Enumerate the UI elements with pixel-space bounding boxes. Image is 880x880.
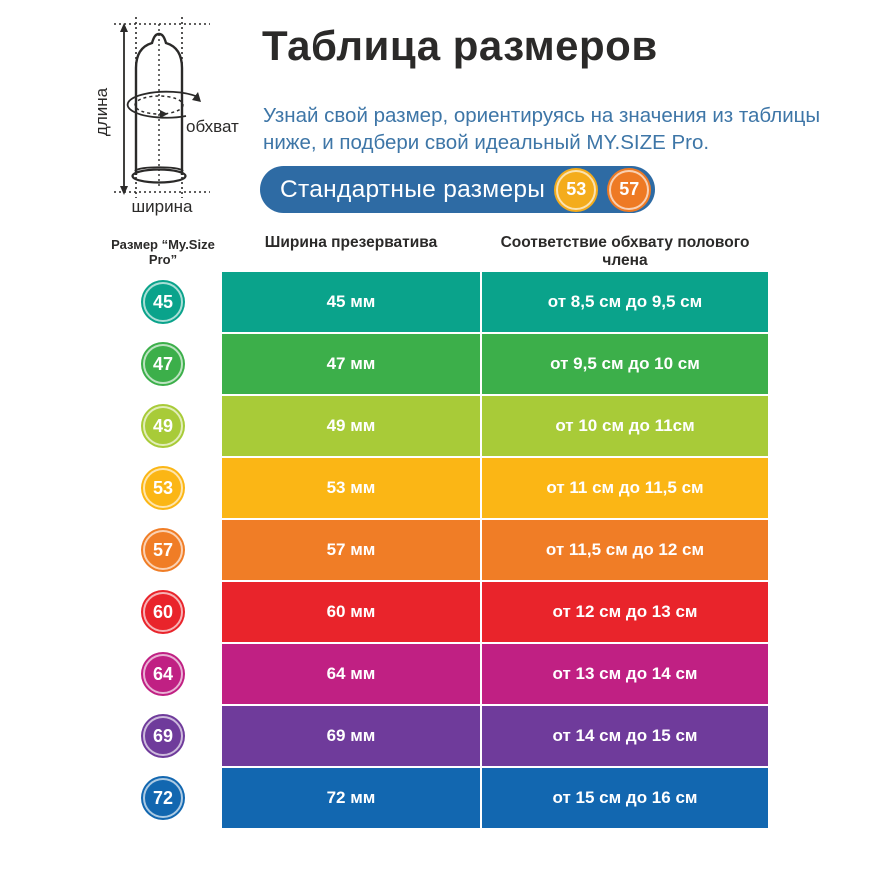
column-header-size: Размер “My.Size Pro”: [111, 237, 215, 267]
row-size-cell: 45: [104, 272, 222, 332]
standard-sizes-badge: Стандартные размеры 53 57: [260, 166, 656, 213]
size-badge: 49: [141, 404, 185, 448]
row-girth-cell: от 10 см до 11см: [482, 396, 768, 456]
row-width-value: 47 мм: [326, 354, 376, 373]
size-badge-label: 45: [152, 291, 174, 312]
condom-measurement-diagram: длина обхват ширина: [86, 10, 258, 222]
row-size-cell: 53: [104, 458, 222, 518]
size-badge-label: 60: [152, 601, 174, 622]
row-width-value: 72 мм: [326, 788, 376, 807]
row-width-value: 57 мм: [326, 540, 376, 559]
badge-size-circle: 57: [607, 167, 652, 212]
size-badge-label: 57: [152, 539, 174, 560]
row-size-cell: 69: [104, 706, 222, 766]
row-girth-cell: от 13 см до 14 см: [482, 644, 768, 704]
size-badge: 47: [141, 342, 185, 386]
row-girth-cell: от 11,5 см до 12 см: [482, 520, 768, 580]
row-girth-cell: от 11 см до 11,5 см: [482, 458, 768, 518]
badge-size-value: 53: [566, 179, 587, 199]
row-size-cell: 47: [104, 334, 222, 394]
row-girth-value: от 11 см до 11,5 см: [546, 478, 704, 497]
row-girth-cell: от 12 см до 13 см: [482, 582, 768, 642]
row-width-cell: 49 мм: [222, 396, 480, 456]
size-badge: 57: [141, 528, 185, 572]
diagram-length-label: длина: [92, 87, 111, 137]
row-width-value: 45 мм: [326, 292, 376, 311]
standard-sizes-label: Стандартные размеры: [280, 175, 546, 203]
diagram-girth-label: обхват: [186, 117, 239, 136]
row-width-cell: 53 мм: [222, 458, 480, 518]
size-badge: 60: [141, 590, 185, 634]
row-girth-value: от 8,5 см до 9,5 см: [547, 292, 703, 311]
condom-diagram-drawing: [114, 17, 210, 198]
row-width-value: 53 мм: [326, 478, 376, 497]
size-badge: 69: [141, 714, 185, 758]
row-girth-value: от 10 см до 11см: [555, 416, 695, 435]
size-badge-label: 47: [152, 353, 174, 374]
row-width-cell: 69 мм: [222, 706, 480, 766]
row-width-cell: 64 мм: [222, 644, 480, 704]
row-size-cell: 57: [104, 520, 222, 580]
row-size-cell: 64: [104, 644, 222, 704]
row-width-cell: 45 мм: [222, 272, 480, 332]
size-badge-label: 64: [152, 663, 174, 684]
page-subtitle: Узнай свой размер, ориентируясь на значе…: [263, 102, 820, 156]
subtitle-line-2: ниже, и подбери свой идеальный MY.SIZE P…: [263, 131, 710, 154]
size-badge: 53: [141, 466, 185, 510]
row-width-cell: 72 мм: [222, 768, 480, 828]
size-badge-label: 53: [152, 477, 174, 498]
size-badge-label: 72: [152, 787, 174, 808]
table-row: 60 60 мм от 12 см до 13 см: [104, 582, 768, 642]
row-width-value: 69 мм: [326, 726, 376, 745]
subtitle-line-1: Узнай свой размер, ориентируясь на значе…: [263, 104, 821, 127]
size-badge-label: 69: [152, 725, 174, 746]
diagram-width-label: ширина: [131, 197, 193, 216]
row-girth-value: от 9,5 см до 10 см: [550, 354, 700, 373]
table-row: 53 53 мм от 11 см до 11,5 см: [104, 458, 768, 518]
column-header-girth: Соответствие обхвату полового члена: [500, 234, 750, 269]
row-girth-value: от 13 см до 14 см: [552, 664, 698, 683]
row-width-value: 60 мм: [326, 602, 376, 621]
row-girth-value: от 15 см до 16 см: [552, 788, 698, 807]
table-row: 49 49 мм от 10 см до 11см: [104, 396, 768, 456]
table-row: 45 45 мм от 8,5 см до 9,5 см: [104, 272, 768, 332]
size-badge-label: 49: [152, 415, 174, 436]
row-girth-cell: от 9,5 см до 10 см: [482, 334, 768, 394]
column-header-width: Ширина презерватива: [264, 234, 438, 251]
table-row: 72 72 мм от 15 см до 16 см: [104, 768, 768, 828]
row-size-cell: 49: [104, 396, 222, 456]
table-row: 64 64 мм от 13 см до 14 см: [104, 644, 768, 704]
row-girth-cell: от 8,5 см до 9,5 см: [482, 272, 768, 332]
row-width-cell: 60 мм: [222, 582, 480, 642]
row-girth-cell: от 15 см до 16 см: [482, 768, 768, 828]
table-row: 47 47 мм от 9,5 см до 10 см: [104, 334, 768, 394]
row-size-cell: 72: [104, 768, 222, 828]
row-girth-cell: от 14 см до 15 см: [482, 706, 768, 766]
badge-size-circle: 53: [554, 167, 599, 212]
page-title: Таблица размеров: [262, 22, 658, 69]
row-girth-value: от 12 см до 13 см: [552, 602, 698, 621]
row-width-cell: 47 мм: [222, 334, 480, 394]
row-width-value: 64 мм: [326, 664, 376, 683]
row-size-cell: 60: [104, 582, 222, 642]
size-badge: 45: [141, 280, 185, 324]
badge-size-value: 57: [619, 179, 640, 199]
size-badge: 72: [141, 776, 185, 820]
row-width-cell: 57 мм: [222, 520, 480, 580]
table-row: 57 57 мм от 11,5 см до 12 см: [104, 520, 768, 580]
row-width-value: 49 мм: [326, 416, 376, 435]
row-girth-value: от 14 см до 15 см: [552, 726, 698, 745]
table-rows: 45 45 мм от 8,5 см до 9,5 см 47 47 мм от…: [104, 272, 768, 828]
size-badge: 64: [141, 652, 185, 696]
row-girth-value: от 11,5 см до 12 см: [545, 540, 705, 559]
table-row: 69 69 мм от 14 см до 15 см: [104, 706, 768, 766]
